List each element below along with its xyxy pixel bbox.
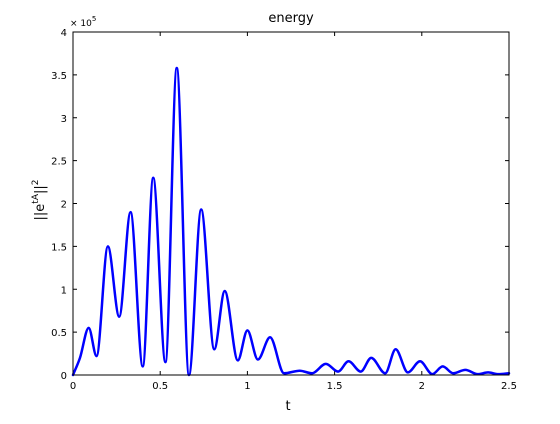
y-tick-label: 2 xyxy=(61,200,67,211)
x-tick-label: 1.5 xyxy=(327,381,343,392)
y-tick-label: 4 xyxy=(61,28,67,39)
svg-text:||etA||2: ||etA||2 xyxy=(31,180,48,221)
y-tick-label: 1.5 xyxy=(51,242,67,253)
x-tick-label: 2.5 xyxy=(501,381,517,392)
energy-series-line xyxy=(71,66,511,377)
x-axis-label: t xyxy=(285,399,290,414)
y-label-base: ||e xyxy=(33,204,48,221)
x-tick-label: 2 xyxy=(419,381,425,392)
x-tick-label: 1 xyxy=(244,381,250,392)
chart-title: energy xyxy=(268,11,314,26)
y-tick-label: 3.5 xyxy=(51,71,67,82)
y-tick-label: 0.5 xyxy=(51,328,67,339)
y-exponent-prefix: × 10 xyxy=(70,19,92,29)
x-tick-label: 0 xyxy=(70,381,76,392)
x-tick-label: 0.5 xyxy=(152,381,168,392)
axes-box xyxy=(72,31,510,376)
y-tick-label: 3 xyxy=(61,114,67,125)
y-exponent-power: 5 xyxy=(92,15,96,23)
y-label-mid: || xyxy=(33,185,48,194)
y-label-sup-ta: tA xyxy=(31,193,41,204)
y-axis-label: ||etA||2 xyxy=(31,180,48,221)
y-label-sup-2: 2 xyxy=(31,180,41,186)
y-tick-label: 0 xyxy=(61,371,67,382)
y-exponent-label: × 105 xyxy=(70,15,96,29)
y-tick-label: 1 xyxy=(61,285,67,296)
y-tick-label: 2.5 xyxy=(51,157,67,168)
